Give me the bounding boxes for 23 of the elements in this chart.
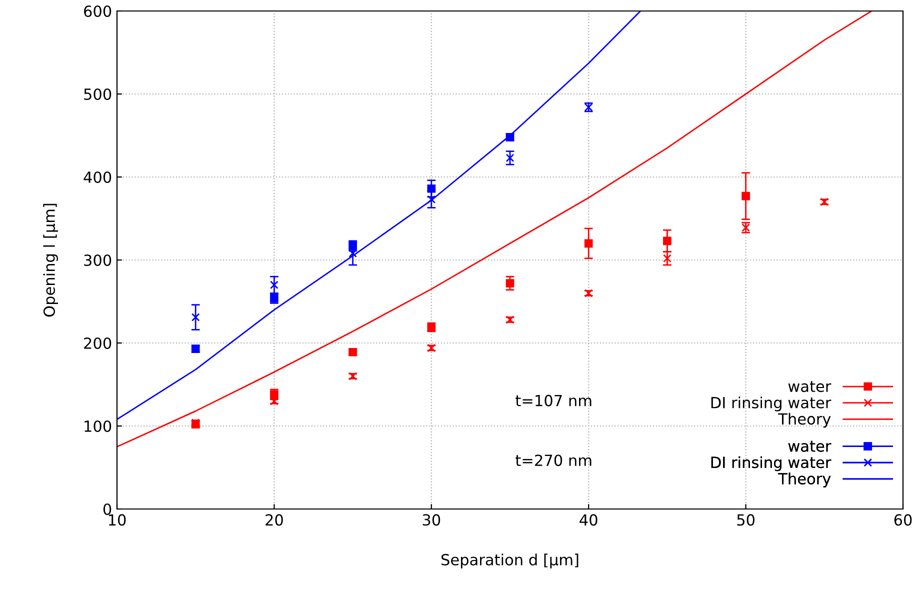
- x-tick-label: 10: [108, 514, 126, 526]
- x-tick-label: 20: [266, 514, 283, 526]
- x-axis-title: Separation d [µm]: [442, 554, 578, 568]
- legend-label: water: [788, 381, 832, 392]
- legend-label: Theory: [778, 412, 831, 428]
- legend-label: Theory: [778, 472, 831, 488]
- x-tick-label: 40: [580, 514, 598, 526]
- y-tick-label: 0: [103, 503, 112, 516]
- y-tick-label: 500: [84, 88, 112, 100]
- annotation: t=270 nm: [516, 454, 592, 466]
- y-tick-label: 300: [84, 254, 112, 266]
- legend-label: DI rinsing water: [711, 456, 832, 472]
- x-tick-label: 60: [894, 514, 912, 526]
- x-tick-label: 50: [737, 514, 755, 526]
- y-tick-label: 200: [84, 337, 112, 350]
- x-tick-label: 30: [422, 514, 440, 526]
- annotation: t=107 nm: [516, 394, 592, 406]
- legend-label: water: [788, 440, 832, 452]
- y-tick-label: 400: [84, 171, 112, 184]
- legend-label: DI rinsing water: [711, 396, 832, 412]
- y-tick-label: 100: [84, 420, 112, 432]
- y-tick-label: 600: [84, 5, 112, 18]
- y-axis-title: Opening l [µm]: [43, 204, 58, 317]
